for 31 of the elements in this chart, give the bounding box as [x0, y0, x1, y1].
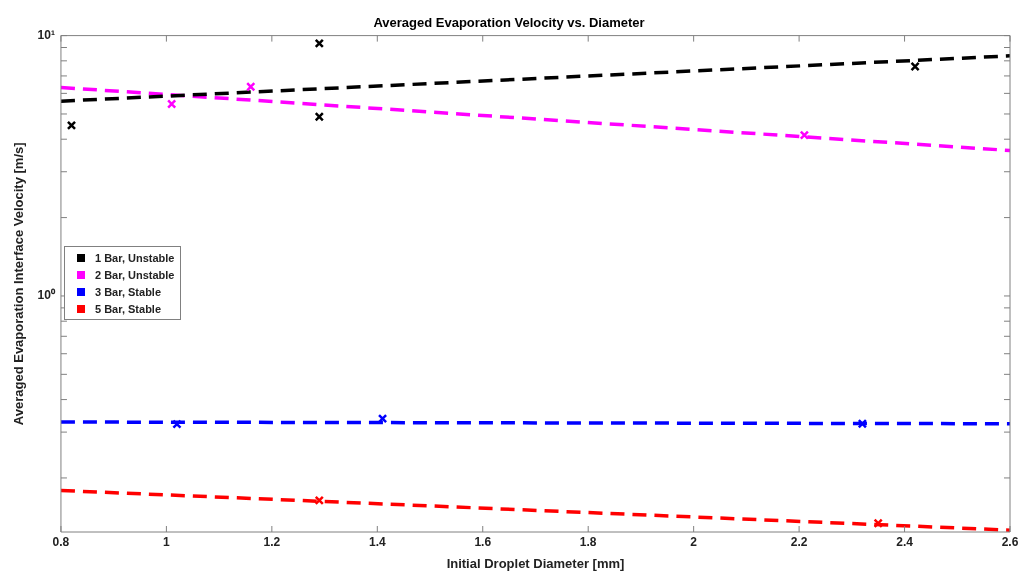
legend-label: 1 Bar, Unstable	[95, 251, 175, 264]
point	[314, 495, 325, 506]
x-tick-label: 2	[690, 534, 698, 549]
point	[873, 518, 883, 529]
point	[66, 120, 77, 131]
point	[910, 61, 920, 72]
point	[245, 81, 256, 92]
chart-title: Averaged Evaporation Velocity vs. Diameter	[373, 15, 645, 31]
x-tick-label: 2.4	[896, 534, 914, 549]
point	[857, 418, 868, 429]
point	[172, 419, 182, 429]
x-tick-label: 2.2	[790, 534, 808, 549]
y-tick-label: 10⁰	[37, 288, 56, 303]
y-tick-label: 10¹	[37, 27, 55, 42]
x-tick-label: 0.8	[52, 534, 70, 549]
y-axis-title: Averaged Evaporation Interface Velocity [m/s]	[11, 142, 27, 426]
x-tick-label: 1	[163, 534, 171, 549]
point	[799, 130, 810, 140]
point	[314, 38, 325, 49]
point	[314, 111, 325, 122]
legend-label: 3 Bar, Stable	[95, 285, 162, 298]
x-axis-title: Initial Droplet Diameter [mm]	[446, 555, 625, 571]
x-tick-label: 2.6	[1001, 534, 1019, 549]
x-tick-label: 1.6	[474, 534, 492, 549]
legend-label: 2 Bar, Unstable	[95, 268, 175, 281]
point	[166, 99, 177, 109]
x-tick-label: 1.4	[368, 534, 386, 549]
x-tick-label: 1.2	[263, 534, 281, 549]
point	[377, 413, 388, 424]
x-tick-label: 1.8	[579, 534, 597, 549]
legend-label: 5 Bar, Stable	[95, 302, 162, 315]
